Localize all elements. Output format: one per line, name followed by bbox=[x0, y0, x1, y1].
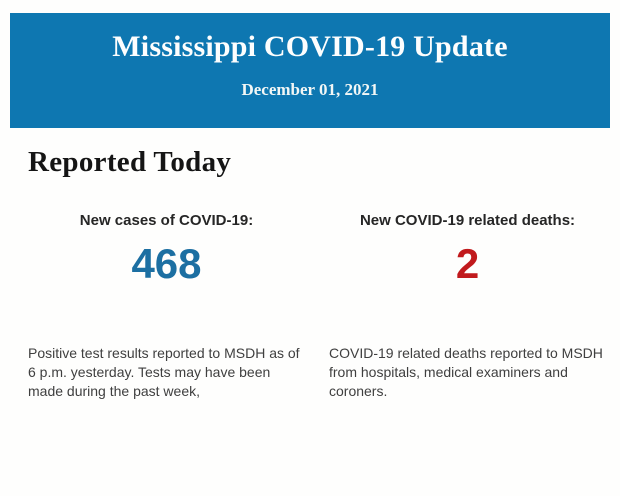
page-title: Mississippi COVID-19 Update bbox=[112, 30, 508, 63]
stat-new-cases: New cases of COVID-19: 468 Positive test… bbox=[28, 212, 305, 401]
new-deaths-label: New COVID-19 related deaths: bbox=[359, 212, 576, 229]
new-deaths-description: COVID-19 related deaths reported to MSDH… bbox=[329, 345, 603, 399]
new-cases-value: 468 bbox=[131, 240, 202, 287]
new-cases-description: Positive test results reported to MSDH a… bbox=[28, 345, 300, 399]
section-heading: Reported Today bbox=[28, 146, 232, 178]
new-deaths-value: 2 bbox=[455, 240, 480, 287]
report-section: Reported Today New cases of COVID-19: 46… bbox=[0, 145, 620, 401]
stat-new-deaths: New COVID-19 related deaths: 2 COVID-19 … bbox=[329, 212, 606, 401]
report-date: December 01, 2021 bbox=[241, 80, 379, 99]
stats-grid: New cases of COVID-19: 468 Positive test… bbox=[28, 212, 606, 401]
header-banner: Mississippi COVID-19 Update December 01,… bbox=[10, 13, 610, 128]
new-cases-label: New cases of COVID-19: bbox=[79, 212, 254, 229]
